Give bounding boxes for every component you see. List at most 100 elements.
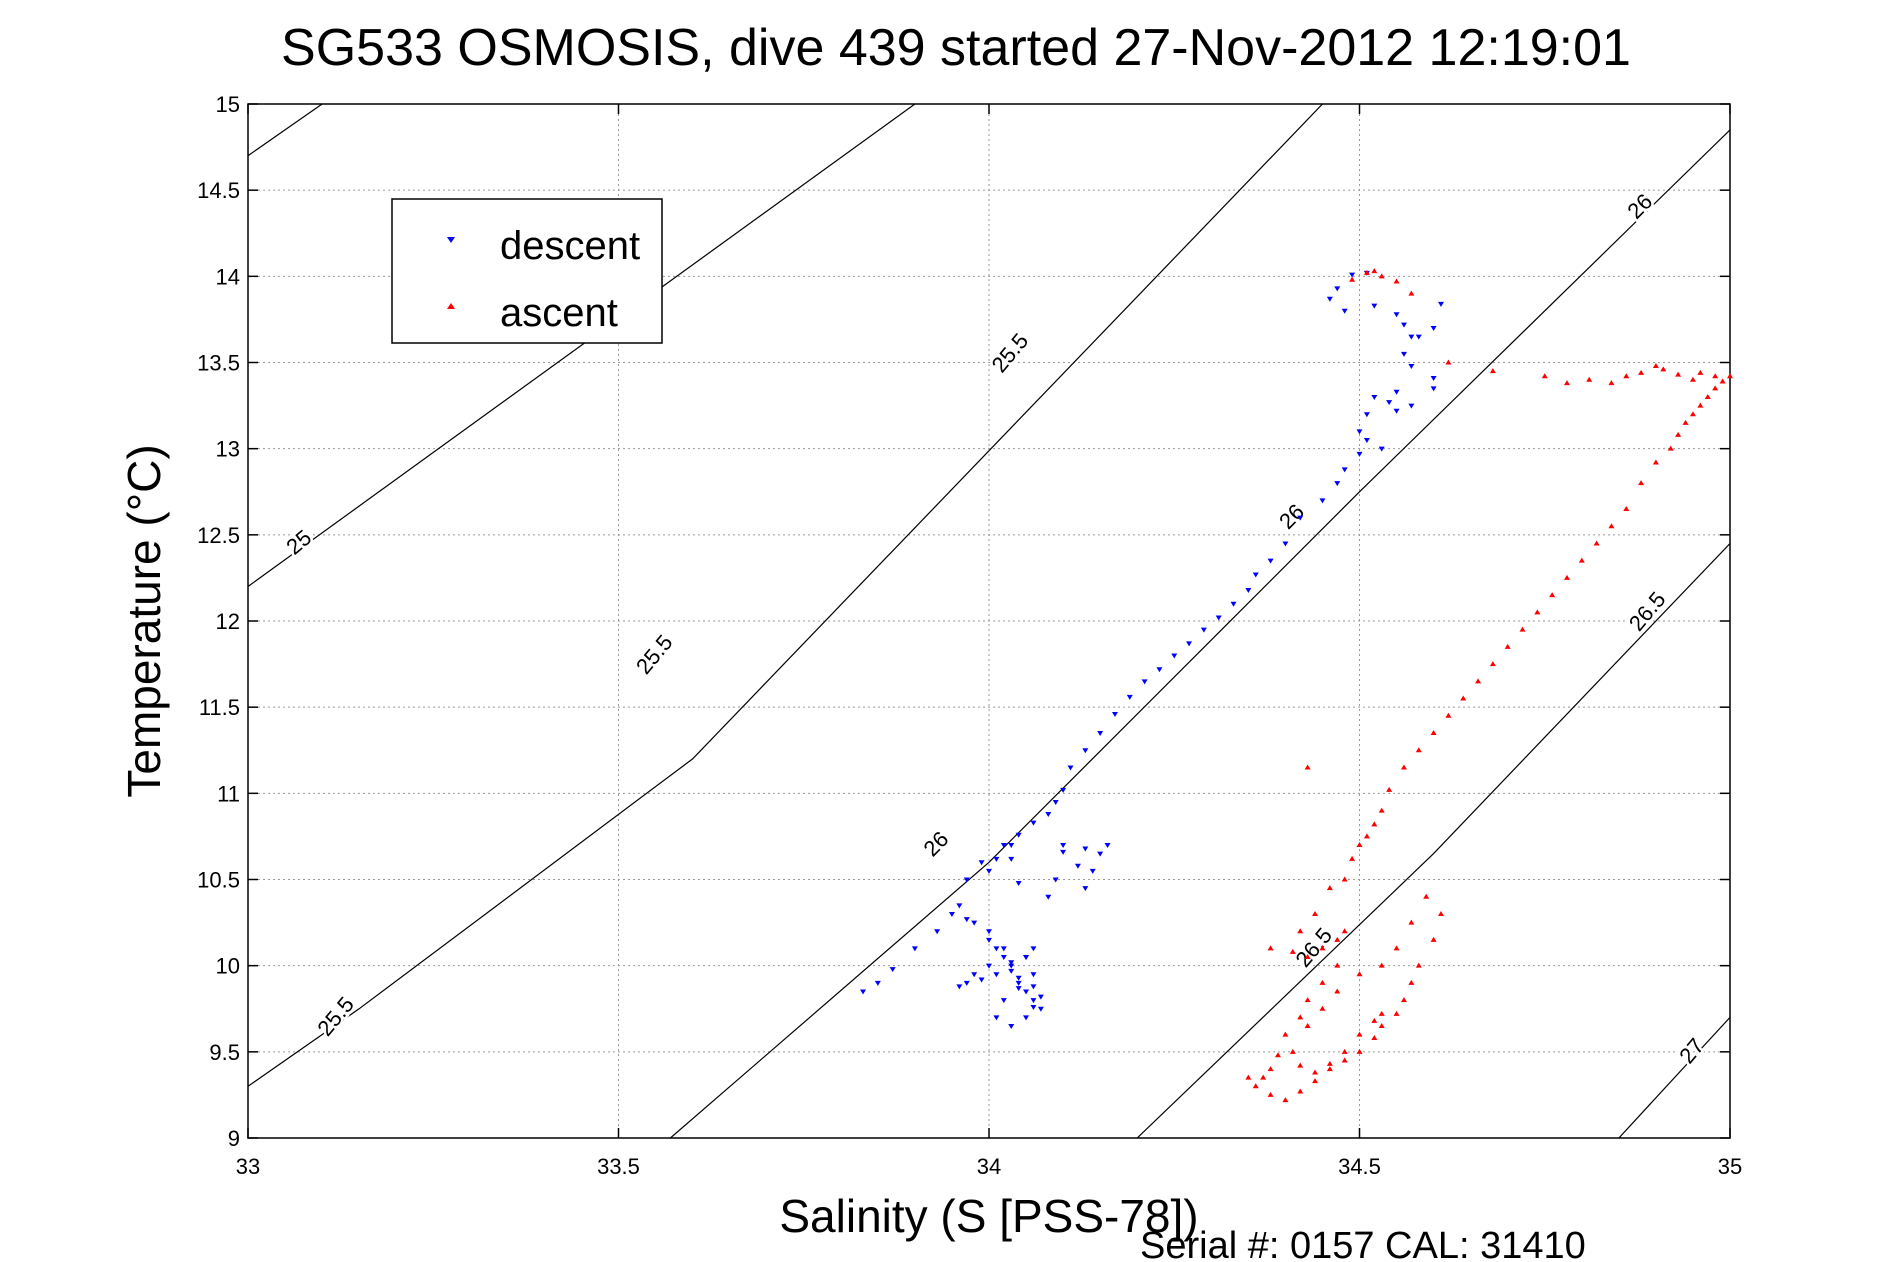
ascent-point — [1408, 979, 1415, 985]
ascent-point — [1719, 378, 1726, 384]
ascent-point — [1378, 962, 1385, 968]
ascent-point — [1260, 1074, 1267, 1080]
descent-point — [1023, 955, 1030, 961]
descent-point — [1334, 286, 1341, 292]
descent-point — [934, 929, 941, 935]
x-axis-ticks: 33 33.5 34 34.5 35 — [236, 104, 1742, 1179]
ascent-point — [1489, 661, 1496, 667]
descent-point — [1023, 989, 1030, 995]
ascent-point — [1363, 833, 1370, 839]
ascent-point — [1563, 380, 1570, 386]
y-tick-label: 12 — [216, 609, 240, 634]
y-tick-label: 13.5 — [197, 351, 240, 376]
descent-point — [1171, 653, 1178, 659]
descent-point — [1378, 446, 1385, 452]
ascent-point — [1608, 523, 1615, 529]
y-tick-label: 14.5 — [197, 178, 240, 203]
ascent-point — [1334, 936, 1341, 942]
ascent-point — [1549, 592, 1556, 598]
isopycnal-line-25 — [248, 104, 323, 157]
ascent-point — [1638, 480, 1645, 486]
descent-point — [874, 980, 881, 986]
ascent-point — [1267, 945, 1274, 951]
y-tick-label: 10.5 — [197, 868, 240, 893]
descent-point — [1393, 389, 1400, 395]
ascent-point — [1297, 1062, 1304, 1068]
descent-point — [986, 937, 992, 943]
descent-point — [971, 920, 978, 926]
descent-point — [1015, 986, 1022, 992]
ascent-point — [1593, 540, 1600, 546]
ascent-point — [1430, 730, 1437, 736]
isopycnal-line-25.5 — [248, 104, 1323, 1087]
descent-point — [1008, 968, 1015, 974]
ascent-point — [1356, 1031, 1363, 1037]
ascent-point — [1326, 1066, 1333, 1072]
ascent-point — [1586, 376, 1593, 382]
x-axis-label: Salinity (S [PSS-78]) — [779, 1190, 1198, 1242]
ascent-point — [1667, 445, 1674, 451]
chart-title: SG533 OSMOSIS, dive 439 started 27-Nov-2… — [281, 19, 1631, 77]
descent-point — [986, 868, 992, 874]
descent-point — [1126, 694, 1133, 700]
ascent-point — [1400, 764, 1407, 770]
y-tick-label: 9.5 — [209, 1040, 240, 1065]
ascent-point — [1341, 928, 1348, 934]
descent-point — [1267, 558, 1274, 564]
descent-point — [993, 972, 1000, 978]
ascent-point — [1341, 1048, 1348, 1054]
ascent-point — [1297, 928, 1304, 934]
ascent-point — [1341, 876, 1348, 882]
ascent-point — [1363, 269, 1370, 275]
ascent-point — [1393, 945, 1400, 951]
descent-point — [1097, 851, 1104, 857]
y-axis-label: Temperature (°C) — [118, 444, 170, 797]
descent-point — [1082, 748, 1089, 754]
ascent-point — [1319, 945, 1326, 951]
ascent-point — [1652, 459, 1659, 465]
ascent-point — [1274, 1052, 1281, 1058]
ascent-point — [1423, 893, 1430, 899]
y-tick-label: 13 — [216, 437, 240, 462]
descent-point — [1037, 994, 1044, 1000]
descent-point — [1082, 846, 1089, 852]
descent-point — [1430, 386, 1437, 392]
y-tick-label: 11.5 — [199, 695, 240, 720]
legend-descent-label: descent — [500, 224, 640, 268]
descent-point — [993, 946, 1000, 952]
descent-point — [1186, 641, 1193, 647]
ascent-point — [1460, 695, 1467, 701]
descent-point — [1008, 960, 1015, 966]
ascent-point — [1445, 359, 1452, 365]
legend-descent-marker — [447, 237, 455, 243]
ascent-point — [1289, 1048, 1296, 1054]
ascent-point — [1349, 276, 1356, 282]
ascent-point — [1689, 376, 1696, 382]
isopycnal-contours — [248, 104, 1730, 1138]
y-tick-label: 12.5 — [197, 523, 240, 548]
ascent-point — [1393, 1010, 1400, 1016]
descent-point — [1438, 301, 1445, 307]
descent-point — [1349, 272, 1356, 278]
ascent-point — [1356, 1048, 1363, 1054]
ascent-point — [1378, 1010, 1385, 1016]
ascent-point — [1304, 997, 1311, 1003]
descent-point — [1341, 467, 1348, 473]
descent-point — [1430, 326, 1437, 332]
ascent-point — [1334, 962, 1341, 968]
descent-point — [978, 977, 985, 983]
isopycnal-line-26.5 — [1618, 1016, 1730, 1138]
ascent-point — [1356, 971, 1363, 977]
descent-point — [1060, 787, 1067, 793]
descent-point — [1008, 1023, 1015, 1029]
ascent-point — [1652, 362, 1659, 368]
descent-point — [1111, 712, 1118, 718]
descent-point — [1000, 998, 1007, 1004]
descent-point — [860, 989, 867, 995]
ascent-point — [1408, 290, 1415, 296]
ascent-point — [1356, 842, 1363, 848]
descent-point — [978, 860, 985, 866]
descent-point — [1356, 451, 1363, 457]
ascent-point — [1445, 712, 1452, 718]
